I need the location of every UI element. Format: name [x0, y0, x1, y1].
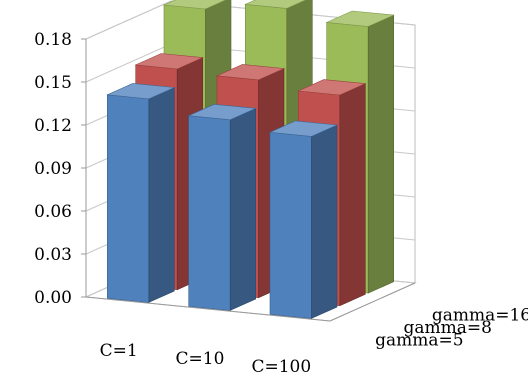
series-label: gamma=5: [375, 331, 463, 351]
labels: 0.00 0.03 0.06 0.09 0.12 0.15 0.18 C=1 C=10 C=100…: [34, 30, 528, 377]
depth-axis-line: [329, 282, 416, 322]
y-tick-label: 0.00: [34, 288, 72, 308]
series-label: gamma=16: [432, 305, 528, 325]
bar-top-face: [297, 79, 367, 96]
x-axis-line: [85, 296, 331, 322]
x-category-label: C=1: [100, 341, 138, 361]
x-category-label: C=100: [251, 357, 311, 377]
bar-side-face: [311, 124, 338, 319]
bar-top-face: [134, 53, 204, 70]
bars: [106, 0, 395, 319]
bar-side-face: [148, 87, 175, 303]
y-tick-label: 0.15: [34, 73, 72, 93]
series-label: gamma=8: [404, 318, 492, 338]
bar-front-face: [188, 115, 231, 311]
bar-side-face: [339, 83, 366, 307]
bar-top-face: [215, 64, 286, 81]
x-category-label: C=10: [176, 349, 225, 369]
y-tick-label: 0.18: [34, 30, 72, 50]
bar-side-face: [367, 14, 395, 294]
y-tick-label: 0.03: [34, 245, 72, 265]
bar: [268, 120, 339, 319]
bar-top-face: [162, 0, 227, 10]
bar: [187, 103, 257, 311]
bar-top-face: [325, 10, 395, 27]
axes: [81, 38, 416, 322]
bar-top-face: [106, 83, 176, 100]
bar: [106, 83, 176, 303]
bar-front-face: [269, 131, 312, 319]
bar-top-face: [187, 103, 257, 121]
gridline: [85, 0, 416, 40]
y-tick-label: 0.09: [34, 159, 72, 179]
y-tick-label: 0.12: [34, 116, 72, 136]
y-tick-label: 0.06: [34, 202, 72, 222]
bar-top-face: [244, 0, 307, 9]
bar-top-face: [268, 120, 339, 137]
bar-side-face: [229, 107, 256, 311]
bar-front-face: [107, 94, 150, 303]
